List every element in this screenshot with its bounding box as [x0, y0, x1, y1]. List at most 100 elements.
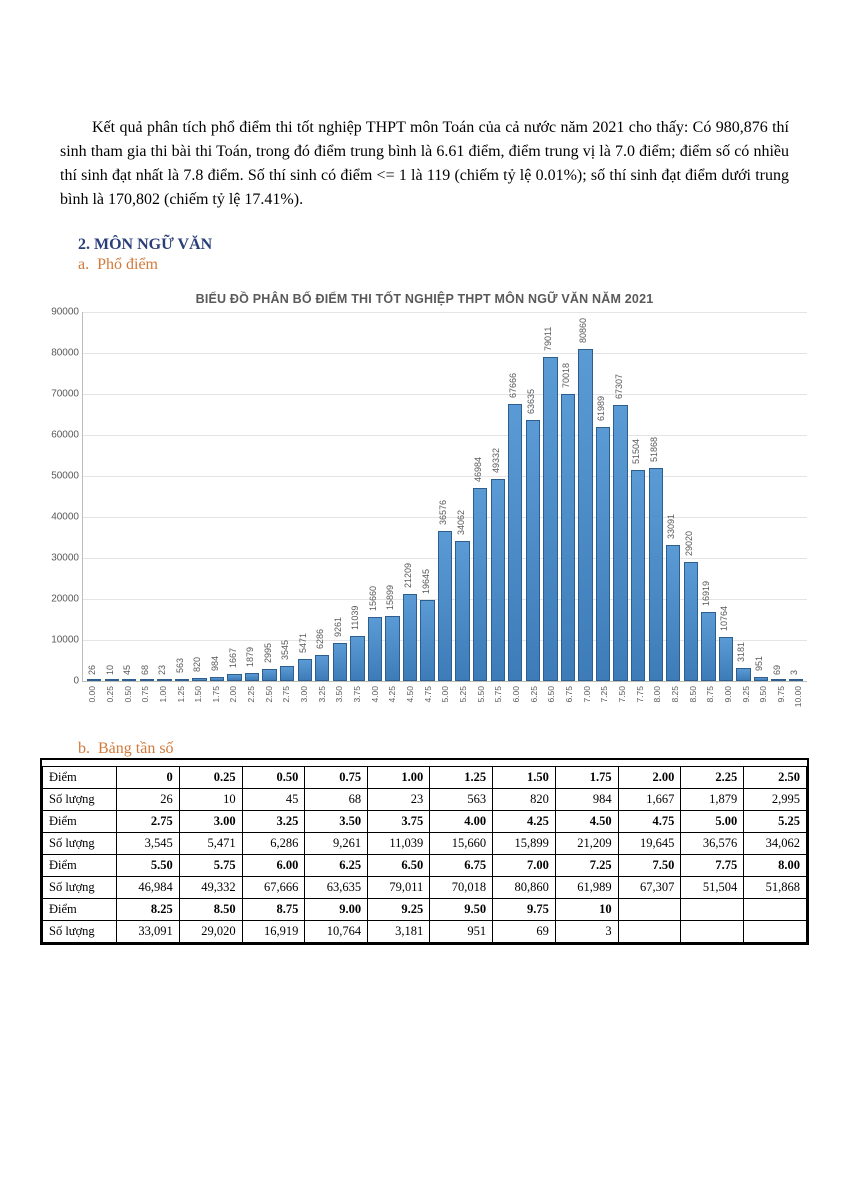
table-cell: 563 — [430, 789, 493, 811]
table-cell — [681, 921, 744, 943]
chart-bar-value-label: 51868 — [649, 437, 659, 462]
intro-paragraph: Kết quả phân tích phổ điểm thi tốt nghiệ… — [60, 116, 789, 212]
table-cell: 3,545 — [117, 833, 180, 855]
chart-bar-value-label: 26 — [87, 665, 97, 675]
chart-bar — [754, 677, 768, 681]
chart-y-tick: 70000 — [37, 389, 79, 400]
chart-y-tick: 10000 — [37, 635, 79, 646]
chart-bar-column: 5471 — [298, 312, 312, 681]
table-cell: 67,307 — [618, 877, 681, 899]
table-cell: 984 — [555, 789, 618, 811]
table-cell: 1.50 — [493, 767, 556, 789]
table-cell: 2.75 — [117, 811, 180, 833]
chart-x-tick: 9.00 — [720, 686, 734, 720]
table-cell: 29,020 — [179, 921, 242, 943]
chart-bar-value-label: 23 — [157, 665, 167, 675]
table-cell: 2,995 — [744, 789, 807, 811]
chart-bar-value-label: 46984 — [473, 457, 483, 482]
chart-bar-column: 820 — [192, 312, 206, 681]
table-cell: 4.75 — [618, 811, 681, 833]
chart-x-tick: 6.50 — [543, 686, 557, 720]
chart-bar-value-label: 34062 — [456, 510, 466, 535]
table-cell — [618, 899, 681, 921]
table-cell: 8.50 — [179, 899, 242, 921]
table-cell: 5.00 — [681, 811, 744, 833]
chart-bar-value-label: 33091 — [666, 514, 676, 539]
table-cell: 10,764 — [305, 921, 368, 943]
chart-bar — [526, 420, 540, 681]
chart-x-tick: 8.50 — [684, 686, 698, 720]
chart-bar-value-label: 15899 — [385, 585, 395, 610]
table-cell: 61,989 — [555, 877, 618, 899]
chart-x-tick: 3.25 — [314, 686, 328, 720]
table-cell: 9.75 — [493, 899, 556, 921]
chart-bar-value-label: 3545 — [280, 640, 290, 660]
chart-bar — [455, 541, 469, 681]
chart-bar — [631, 470, 645, 681]
chart-bar — [543, 357, 557, 681]
table-cell — [618, 921, 681, 943]
table-cell: 6.00 — [242, 855, 305, 877]
chart-bar-column: 23 — [157, 312, 171, 681]
chart-x-tick: 9.50 — [755, 686, 769, 720]
chart-bar — [684, 562, 698, 681]
chart-bar-column: 45 — [122, 312, 136, 681]
chart-x-tick: 2.25 — [243, 686, 257, 720]
chart-bar-column: 1667 — [227, 312, 241, 681]
chart-bar-value-label: 11039 — [350, 605, 360, 629]
table-cell: 36,576 — [681, 833, 744, 855]
chart-bar-column: 984 — [210, 312, 224, 681]
chart-bar-value-label: 68 — [140, 665, 150, 675]
table-cell: 16,919 — [242, 921, 305, 943]
table-cell: 7.25 — [555, 855, 618, 877]
chart-bar-value-label: 984 — [210, 656, 220, 671]
table-row: Điểm2.753.003.253.503.754.004.254.504.75… — [43, 811, 807, 833]
table-cell: 1,667 — [618, 789, 681, 811]
chart-bar-column: 34062 — [455, 312, 469, 681]
table-cell: 0.25 — [179, 767, 242, 789]
chart-bar-column: 46984 — [473, 312, 487, 681]
chart-x-tick: 2.00 — [225, 686, 239, 720]
table-cell: 69 — [493, 921, 556, 943]
table-cell: 4.00 — [430, 811, 493, 833]
chart-x-tick: 10.00 — [790, 686, 804, 720]
table-row: Điểm5.505.756.006.256.506.757.007.257.50… — [43, 855, 807, 877]
chart-bar-column: 70018 — [561, 312, 575, 681]
chart-bar — [508, 404, 522, 681]
table-row: Số lượng46,98449,33267,66663,63579,01170… — [43, 877, 807, 899]
chart-x-tick: 1.50 — [190, 686, 204, 720]
chart-x-tick: 9.75 — [773, 686, 787, 720]
section-title: MÔN NGỮ VĂN — [94, 236, 212, 253]
table-cell: 8.75 — [242, 899, 305, 921]
chart-x-tick: 2.50 — [261, 686, 275, 720]
chart-bar — [596, 427, 610, 681]
chart-bar-column: 51504 — [631, 312, 645, 681]
table-cell — [681, 899, 744, 921]
chart-bar — [719, 637, 733, 681]
chart-bar — [789, 679, 803, 681]
chart-bar-column: 36576 — [438, 312, 452, 681]
chart-y-tick: 20000 — [37, 594, 79, 605]
chart-bar — [561, 394, 575, 681]
chart-x-tick: 3.50 — [331, 686, 345, 720]
table-cell: 26 — [117, 789, 180, 811]
chart-bar-value-label: 69 — [772, 665, 782, 675]
chart-bar-value-label: 67666 — [508, 373, 518, 398]
chart-x-tick: 2.75 — [278, 686, 292, 720]
table-cell: 63,635 — [305, 877, 368, 899]
chart-bar-value-label: 820 — [192, 657, 202, 672]
table-cell: 9.00 — [305, 899, 368, 921]
table-cell: 49,332 — [179, 877, 242, 899]
chart-bar — [473, 488, 487, 681]
chart-bar-column: 67307 — [613, 312, 627, 681]
table-cell: 5.50 — [117, 855, 180, 877]
table-cell: 46,984 — [117, 877, 180, 899]
chart-bar-column: 11039 — [350, 312, 364, 681]
table-row: Số lượng3,5455,4716,2869,26111,03915,660… — [43, 833, 807, 855]
chart-x-tick: 6.25 — [525, 686, 539, 720]
chart-x-tick: 4.00 — [367, 686, 381, 720]
chart-plot-area: 0100002000030000400005000060000700008000… — [82, 312, 807, 682]
table-cell: 5,471 — [179, 833, 242, 855]
table-cell: Số lượng — [43, 877, 117, 899]
chart-bar — [771, 679, 785, 681]
